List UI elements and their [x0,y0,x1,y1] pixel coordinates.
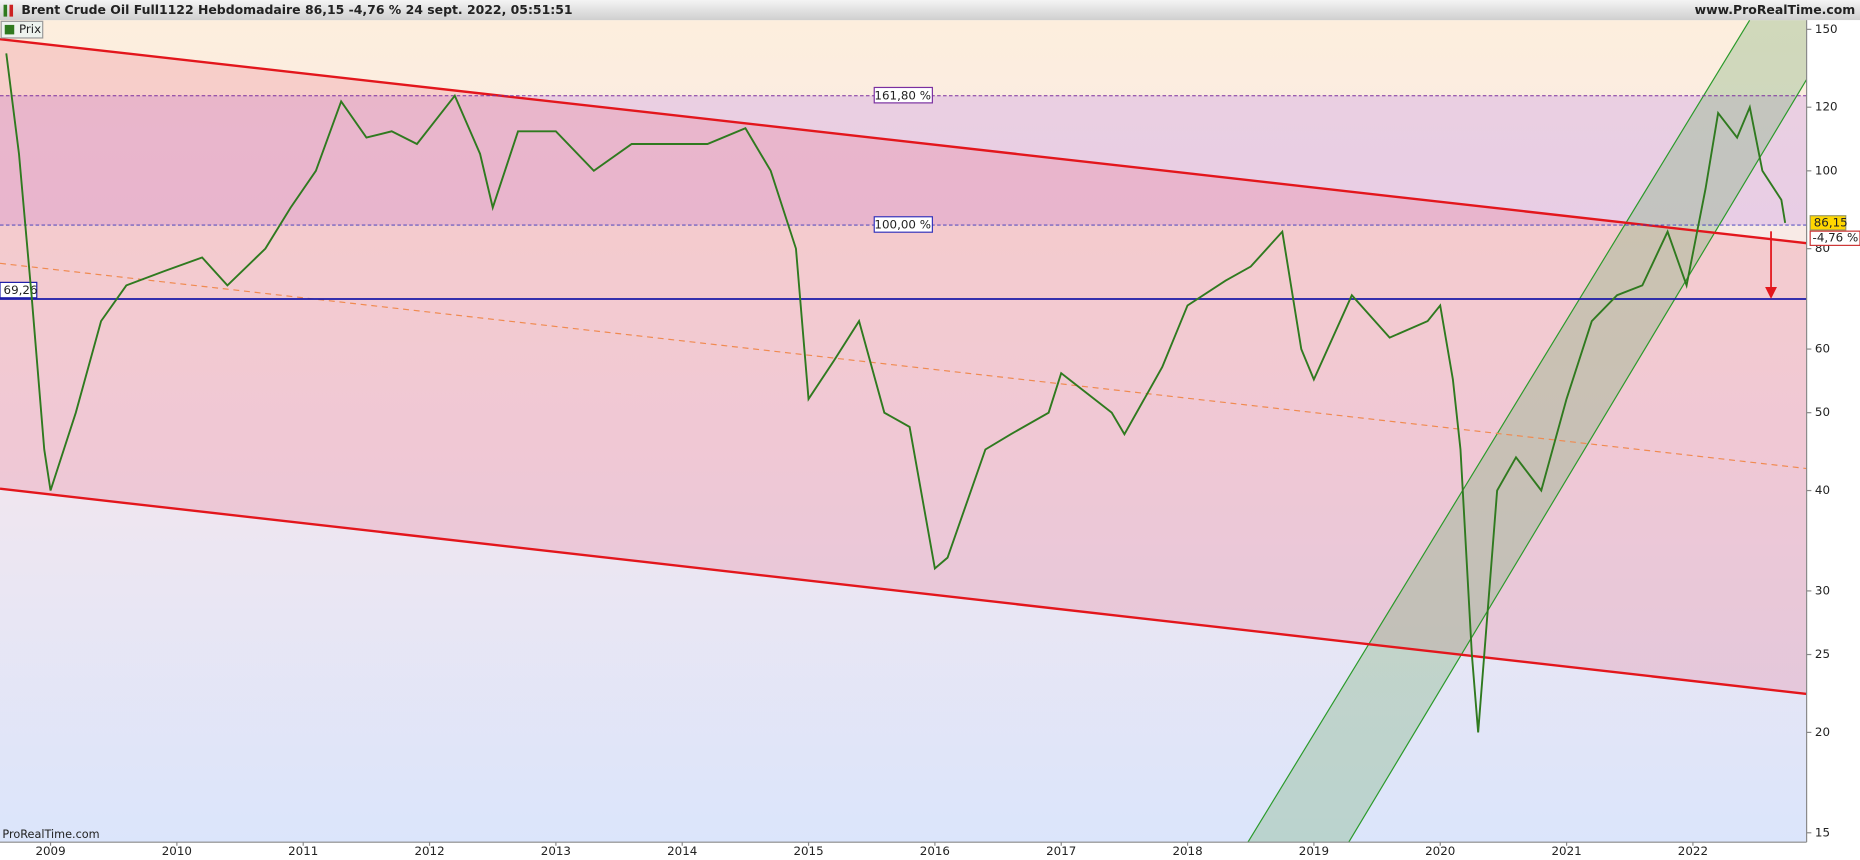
x-tick-label: 2011 [288,844,318,858]
last-price-box [1809,215,1847,231]
y-tick-label: 40 [1815,483,1830,497]
watermark: ProRealTime.com [2,828,99,841]
legend-key [4,24,15,35]
x-tick-label: 2020 [1425,844,1455,858]
green-channel [1247,20,1807,843]
y-tick-label: 120 [1815,100,1838,114]
change-box [1809,230,1860,246]
fib-label: 161,80 % [874,88,931,102]
fib-label-box [873,216,933,233]
y-axis-area [1806,20,1860,843]
x-tick-label: 2022 [1678,844,1708,858]
green-channel-line [1348,79,1808,843]
y-tick-label: 150 [1815,22,1838,36]
x-tick-label: 2015 [793,844,823,858]
green-channel-line [1247,19,1751,843]
fib-band [0,95,1807,226]
icon [9,4,14,17]
x-tick-label: 2018 [1172,844,1202,858]
y-tick-label: 100 [1815,163,1838,177]
icon [3,4,8,17]
y-tick-label: 30 [1815,583,1830,597]
arrow-head [1765,287,1777,299]
y-tick-label: 15 [1815,825,1830,839]
fib-label-box [873,86,933,104]
x-tick-label: 2014 [667,844,697,858]
y-tick-label: 60 [1815,342,1830,356]
legend-label: Prix [19,22,41,36]
regression-line [0,262,1807,470]
x-tick-label: 2019 [1299,844,1329,858]
trend-line [0,487,1807,696]
y-tick-label: 50 [1815,405,1830,419]
change-label: -4,76 % [1813,231,1859,245]
x-tick-label: 2016 [920,844,950,858]
x-axis-area [0,842,1860,860]
x-tick-label: 2017 [1046,844,1076,858]
x-tick-label: 2012 [414,844,444,858]
reference-label: 69,26 [4,283,38,297]
y-tick-label: 25 [1815,647,1830,661]
x-tick-label: 2021 [1551,844,1581,858]
x-tick-label: 2009 [35,844,65,858]
source: www.ProRealTime.com [1695,2,1856,17]
reference-label-box [0,281,38,299]
fib-label: 100,00 % [874,218,931,232]
x-tick-label: 2010 [162,844,192,858]
last-price-label: 86,15 [1814,215,1848,229]
plot-background [0,20,1807,843]
y-tick-label: 20 [1815,725,1830,739]
chart-title: Brent Crude Oil Full1122 Hebdomadaire 86… [21,2,572,17]
header-bar [0,0,1860,21]
x-tick-label: 2013 [541,844,571,858]
price-line [5,53,1787,733]
trend-line [0,37,1807,245]
